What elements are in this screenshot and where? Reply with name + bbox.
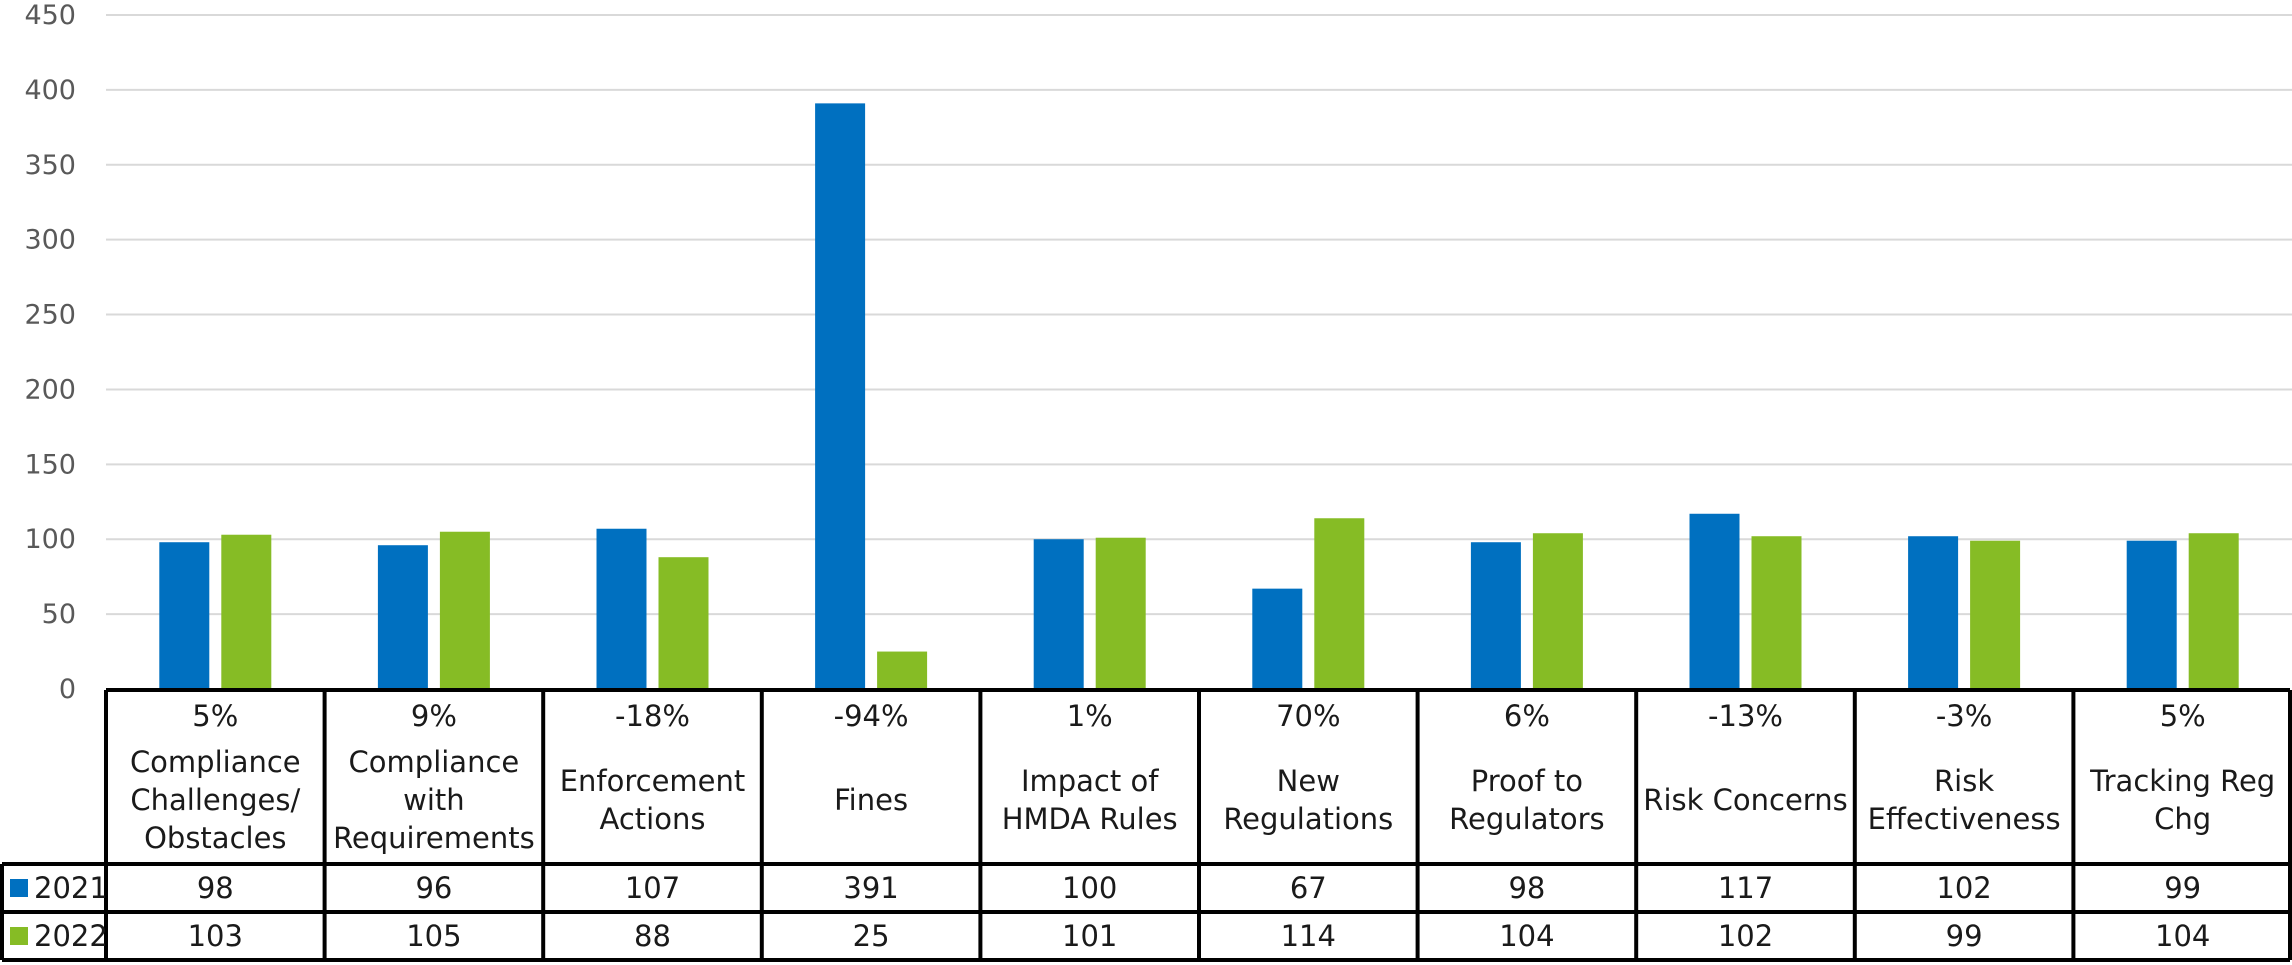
data-label-2021: 96: [415, 871, 452, 905]
bar-2021: [1252, 588, 1303, 689]
data-label-2021: 98: [1508, 871, 1545, 905]
bar-2021: [1689, 513, 1740, 689]
x-tick-label: Fines: [834, 783, 908, 817]
data-label-2021: 102: [1936, 871, 1991, 905]
bar-2022: [1095, 537, 1146, 689]
y-axis: 0 50 100 150 200 250 300 350 400 450: [24, 0, 76, 705]
data-label-2022: 103: [188, 919, 243, 953]
bar-2022: [1532, 533, 1583, 689]
bar-2022: [1970, 540, 2021, 689]
y-tick-label: 200: [24, 374, 76, 405]
bar-2021: [377, 545, 428, 689]
data-label-2021: 107: [625, 871, 680, 905]
y-tick-label: 100: [24, 524, 76, 555]
change-label: 9%: [411, 699, 457, 733]
x-tick-label: New: [1277, 764, 1340, 798]
data-label-2021: 98: [197, 871, 234, 905]
data-label-2021: 67: [1290, 871, 1327, 905]
x-tick-label: with: [403, 783, 465, 817]
change-label: -3%: [1936, 699, 1992, 733]
x-tick-label: Actions: [600, 802, 706, 836]
data-label-2021: 391: [843, 871, 898, 905]
legend-swatch-2021: [10, 879, 28, 897]
data-label-2022: 102: [1718, 919, 1773, 953]
y-tick-label: 50: [42, 599, 76, 630]
bar-2021: [815, 103, 866, 689]
data-label-2022: 104: [2155, 919, 2210, 953]
bars: [159, 103, 2239, 689]
y-tick-label: 250: [24, 300, 76, 331]
y-tick-label: 300: [24, 225, 76, 256]
bar-2021: [1033, 539, 1084, 689]
x-tick-label: Risk Concerns: [1643, 783, 1847, 817]
x-tick-label: Obstacles: [144, 821, 286, 855]
x-tick-label: HMDA Rules: [1002, 802, 1178, 836]
y-tick-label: 0: [59, 674, 76, 705]
change-label: 70%: [1276, 699, 1340, 733]
data-label-2022: 88: [634, 919, 671, 953]
x-tick-label: Compliance: [130, 745, 301, 779]
change-label: -18%: [615, 699, 690, 733]
change-label: 5%: [192, 699, 238, 733]
bar-2022: [2188, 533, 2239, 689]
x-tick-label: Regulations: [1223, 802, 1393, 836]
data-label-2022: 25: [853, 919, 890, 953]
data-label-2021: 117: [1718, 871, 1773, 905]
bar-2021: [159, 542, 210, 689]
bar-2021: [2126, 540, 2177, 689]
data-label-2022: 104: [1499, 919, 1554, 953]
y-tick-label: 150: [24, 449, 76, 480]
change-label: -94%: [834, 699, 909, 733]
bar-2021: [596, 528, 647, 689]
data-label-2022: 99: [1946, 919, 1983, 953]
x-tick-label: Chg: [2154, 802, 2211, 836]
data-label-2022: 105: [406, 919, 461, 953]
x-tick-label: Compliance: [349, 745, 520, 779]
change-label: 6%: [1504, 699, 1550, 733]
x-tick-label: Proof to: [1471, 764, 1583, 798]
gridlines: [106, 14, 2292, 616]
bar-2022: [1314, 518, 1365, 689]
legend-swatch-2022: [10, 927, 28, 945]
x-tick-label: Regulators: [1449, 802, 1604, 836]
bar-2022: [221, 534, 272, 689]
x-tick-label: Effectiveness: [1868, 802, 2061, 836]
x-tick-label: Impact of: [1021, 764, 1159, 798]
y-tick-label: 350: [24, 150, 76, 181]
x-tick-label: Enforcement: [560, 764, 746, 798]
x-tick-label: Risk: [1934, 764, 1994, 798]
x-tick-label: Tracking Reg: [2089, 764, 2275, 798]
x-tick-label: Challenges/: [130, 783, 300, 817]
bar-2022: [658, 557, 709, 689]
bar-2021: [1908, 536, 1959, 689]
data-label-2021: 99: [2164, 871, 2201, 905]
y-tick-label: 400: [24, 75, 76, 106]
data-table: 5% Compliance Challenges/Obstacles 9% Compli…: [0, 688, 2292, 962]
legend-label-2021: 2021: [34, 871, 108, 905]
change-label: 1%: [1067, 699, 1113, 733]
bar-2022: [877, 651, 928, 689]
legend-label-2022: 2022: [34, 919, 108, 953]
data-label-2022: 101: [1062, 919, 1117, 953]
change-label: 5%: [2160, 699, 2206, 733]
bar-2022: [439, 531, 490, 689]
bar-2021: [1470, 542, 1521, 689]
change-label: -13%: [1708, 699, 1783, 733]
y-tick-label: 450: [24, 0, 76, 31]
data-label-2022: 114: [1281, 919, 1336, 953]
data-label-2021: 100: [1062, 871, 1117, 905]
x-tick-label: Requirements: [333, 821, 535, 855]
bar-2022: [1751, 536, 1802, 689]
